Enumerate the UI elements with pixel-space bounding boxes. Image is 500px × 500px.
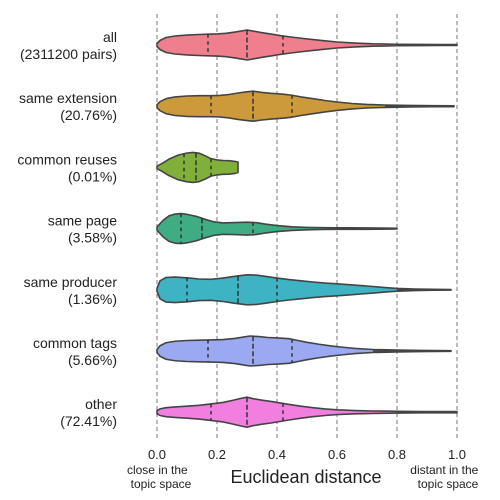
x-tick-label-1: 0.2 — [208, 447, 226, 462]
category-label-2-line-1: (0.01%) — [68, 168, 117, 184]
category-label-0-line-0: all — [103, 29, 117, 45]
left-end-annotation-line-2: topic space — [131, 477, 192, 491]
violin-2 — [156, 151, 239, 184]
category-label-5-line-0: common tags — [33, 335, 117, 351]
category-label-2-line-0: common reuses — [17, 151, 117, 167]
category-label-1: same extension (20.76%) — [19, 90, 117, 123]
x-axis-ticks: 0.0 0.2 0.4 0.6 0.8 1.0 — [148, 447, 466, 462]
violin-1 — [156, 90, 455, 122]
category-label-6-line-0: other — [85, 396, 117, 412]
category-labels: all (2311200 pairs) same extension (20.76%)… — [17, 29, 117, 429]
category-label-3: same page (3.58%) — [48, 213, 117, 246]
violin-6 — [156, 396, 458, 428]
category-label-4-line-1: (1.36%) — [68, 291, 117, 307]
left-end-annotation-line-1: close in the — [127, 463, 188, 477]
category-label-6-line-1: (72.41%) — [60, 413, 117, 429]
category-label-3-line-1: (3.58%) — [68, 230, 117, 246]
category-label-0: all (2311200 pairs) — [20, 29, 117, 62]
violin-body-2 — [156, 151, 239, 184]
category-label-1-line-0: same extension — [19, 90, 117, 106]
violin-4 — [156, 274, 452, 306]
x-tick-label-2: 0.4 — [268, 447, 286, 462]
category-label-4: same producer (1.36%) — [24, 274, 118, 307]
violin-3 — [156, 212, 398, 245]
category-label-5-line-1: (5.66%) — [68, 352, 117, 368]
violin-5 — [156, 335, 452, 367]
x-axis-title: Euclidean distance — [230, 467, 381, 487]
category-label-1-line-1: (20.76%) — [60, 107, 117, 123]
right-end-annotation-line-1: distant in the — [410, 463, 478, 477]
right-end-annotation-line-2: topic space — [418, 477, 479, 491]
category-label-6: other (72.41%) — [60, 396, 117, 429]
category-label-3-line-0: same page — [48, 213, 117, 229]
category-label-2: common reuses (0.01%) — [17, 151, 117, 184]
left-end-annotation: close in the topic space — [127, 463, 192, 491]
x-tick-label-0: 0.0 — [148, 447, 166, 462]
violin-0 — [156, 29, 458, 61]
category-label-4-line-0: same producer — [24, 274, 118, 290]
x-tick-label-4: 0.8 — [388, 447, 406, 462]
x-tick-label-3: 0.6 — [328, 447, 346, 462]
x-tick-label-5: 1.0 — [448, 447, 466, 462]
violins — [156, 29, 458, 428]
category-label-0-line-1: (2311200 pairs) — [20, 46, 117, 62]
category-label-5: common tags (5.66%) — [33, 335, 117, 368]
right-end-annotation: distant in the topic space — [410, 463, 481, 491]
